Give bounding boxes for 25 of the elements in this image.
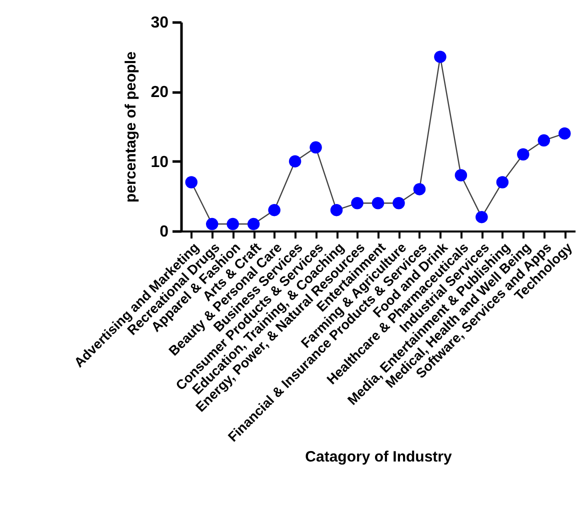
- point: [206, 218, 218, 230]
- point: [372, 197, 384, 210]
- x-axis-title: Catagory of Industry: [305, 448, 452, 466]
- point: [247, 218, 260, 230]
- y-tick-label: 10: [150, 154, 169, 171]
- point: [496, 176, 509, 188]
- point: [476, 210, 488, 224]
- y-tick-label: 20: [150, 84, 169, 102]
- point: [434, 50, 446, 63]
- point: [351, 197, 364, 210]
- point: [185, 176, 198, 188]
- y-tick-label: 0: [160, 224, 169, 240]
- point: [517, 148, 530, 160]
- point: [558, 127, 571, 140]
- point: [413, 183, 426, 196]
- point: [226, 218, 239, 230]
- y-axis-title: percentage of people: [122, 52, 140, 202]
- point: [330, 204, 343, 216]
- point: [454, 169, 468, 182]
- point: [538, 134, 550, 147]
- point: [268, 204, 280, 216]
- point: [310, 141, 322, 154]
- point: [392, 197, 405, 210]
- y-tick-label: 30: [150, 14, 169, 32]
- point: [288, 155, 302, 168]
